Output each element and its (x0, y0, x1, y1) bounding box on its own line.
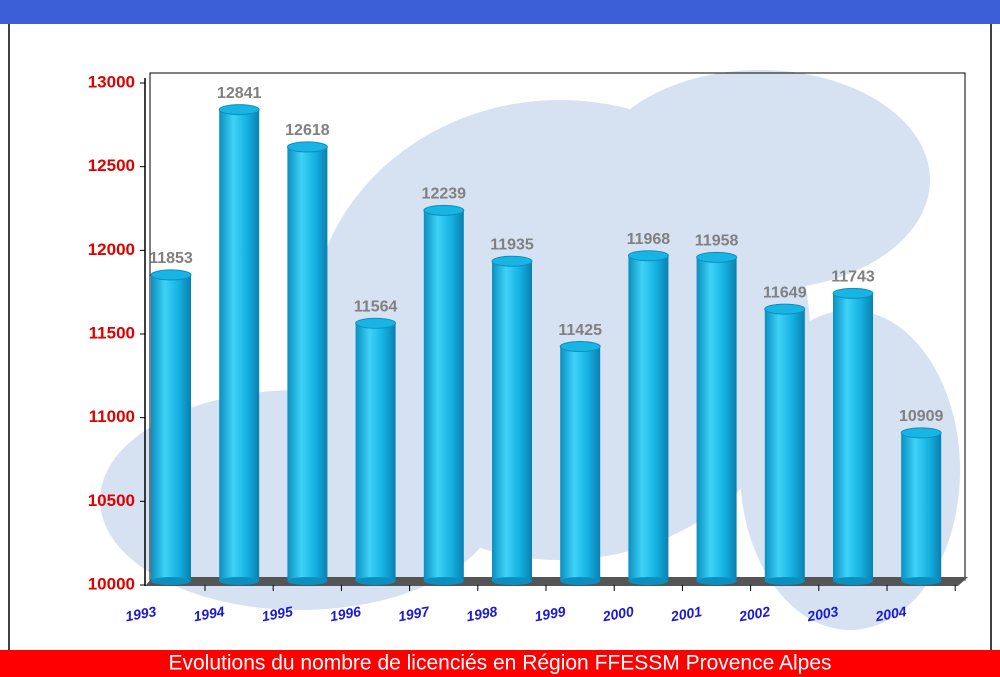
y-tick-label: 12000 (88, 240, 135, 259)
bar (424, 210, 464, 581)
value-label: 11853 (149, 250, 193, 267)
bar-top (628, 251, 668, 261)
bar-top (424, 205, 464, 215)
bar (287, 147, 327, 581)
bar-top (356, 318, 396, 328)
bar-top (219, 105, 259, 115)
bar-base (697, 577, 737, 585)
bar-top (833, 288, 873, 298)
y-tick-label: 13000 (88, 72, 135, 91)
chart: Evolutions du nombre de licenciés en Rég… (0, 0, 1000, 677)
value-label: 11425 (558, 322, 602, 339)
value-label: 11743 (831, 269, 875, 286)
bar-base (356, 577, 396, 585)
chart-title: Evolutions du nombre de licenciés en Rég… (168, 652, 831, 675)
bar (219, 110, 259, 581)
bar-base (628, 577, 668, 585)
value-label: 11649 (763, 284, 807, 301)
bar-top (697, 252, 737, 262)
bar-top (492, 256, 532, 266)
bar-base (219, 577, 259, 585)
value-label: 12841 (217, 85, 262, 102)
value-label: 11958 (695, 233, 739, 250)
y-tick-label: 10500 (88, 491, 135, 510)
bar-base (151, 577, 191, 585)
bar (628, 256, 668, 581)
y-tick-label: 10000 (88, 574, 135, 593)
value-label: 12239 (422, 186, 467, 203)
value-label: 10909 (899, 408, 944, 425)
bar-top (765, 304, 805, 314)
value-label: 11564 (354, 299, 398, 316)
top-bar (0, 0, 1000, 24)
value-label: 11968 (627, 231, 671, 248)
y-tick-label: 11000 (89, 407, 135, 426)
bar-base (287, 577, 327, 585)
bar (765, 309, 805, 581)
bar (833, 293, 873, 581)
bar (901, 433, 941, 581)
bar-top (560, 342, 600, 352)
bar-base (833, 577, 873, 585)
value-label: 12618 (285, 122, 330, 139)
bar (492, 261, 532, 581)
bar-base (424, 577, 464, 585)
bar (697, 257, 737, 581)
y-tick-label: 12500 (88, 156, 135, 175)
bar (560, 347, 600, 581)
bar (151, 275, 191, 581)
bar-top (287, 142, 327, 152)
bar-top (901, 428, 941, 438)
y-tick-label: 11500 (89, 323, 135, 342)
bar-base (765, 577, 805, 585)
bar (356, 323, 396, 581)
bar-base (492, 577, 532, 585)
bar-top (151, 270, 191, 280)
value-label: 11935 (490, 236, 534, 253)
bar-base (560, 577, 600, 585)
bar-base (901, 577, 941, 585)
